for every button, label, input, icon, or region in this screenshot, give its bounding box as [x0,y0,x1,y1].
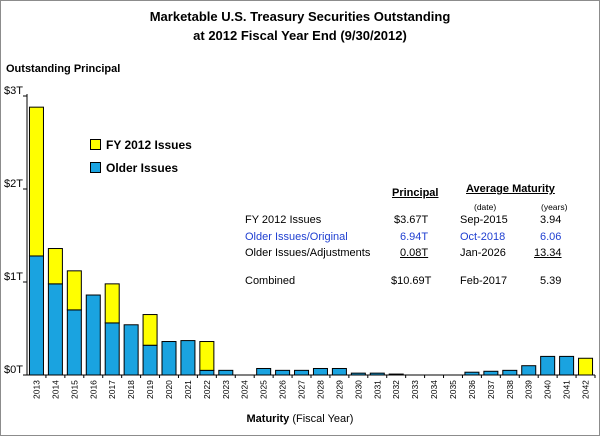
bar-older-2037 [483,370,499,376]
x-tick-label-2026: 2026 [278,380,288,399]
x-tick-label-2037: 2037 [486,380,496,399]
row-principal-older-original: 6.94T [400,231,429,243]
row-principal-combined: $10.69T [391,275,432,287]
bar-fy2012-2015 [66,270,82,311]
bar-older-2018 [123,324,139,376]
x-tick-label-2018: 2018 [126,380,136,399]
row-label-older-original: Older Issues/Original [245,231,348,243]
x-tick-label-2027: 2027 [297,380,307,399]
bar-older-2039 [521,365,537,376]
x-tick-label-2030: 2030 [353,380,363,399]
bar-older-2041 [559,355,575,376]
x-tick-label-2019: 2019 [145,380,155,399]
bar-older-2023 [218,369,234,376]
row-label-combined: Combined [245,275,296,287]
bar-older-2026 [275,369,291,376]
row-date-older-adjustments: Jan-2026 [460,247,506,259]
chart-title: Marketable U.S. Treasury Securities Outs… [149,9,451,24]
x-tick-label-2034: 2034 [429,380,439,399]
x-tick-label-2028: 2028 [315,380,325,399]
x-tick-label-2042: 2042 [581,380,591,399]
bar-older-2040 [540,355,556,376]
x-tick-label-2021: 2021 [183,380,193,399]
y-tick-label: $1T [4,271,23,283]
bar-fy2012-2013 [28,106,44,257]
x-axis-label: Maturity (Fiscal Year) [0,413,600,425]
bar-older-2025 [256,367,272,376]
bar-older-2017 [104,322,120,376]
bar-older-2022 [199,369,215,376]
x-tick-label-2024: 2024 [240,380,250,399]
row-date-older-original: Oct-2018 [460,231,506,243]
bar-older-2013 [28,255,44,376]
x-tick-label-2040: 2040 [543,380,553,399]
legend-swatch-fy2012 [90,139,101,150]
x-tick-label-2014: 2014 [50,380,60,399]
bar-fy2012-2022 [199,341,215,371]
x-tick-label-2039: 2039 [524,380,534,399]
row-label-older-adjustments: Older Issues/Adjustments [245,247,371,259]
legend-label-fy2012: FY 2012 Issues [106,138,192,152]
x-tick-label-2031: 2031 [372,380,382,399]
bar-fy2012-2019 [142,314,158,346]
row-date-fy2012: Sep-2015 [460,214,508,226]
y-axis-label: Outstanding Principal [6,63,121,75]
x-tick-label-2032: 2032 [391,380,401,399]
bar-older-2027 [294,369,310,376]
x-tick-label-2015: 2015 [69,380,79,399]
x-tick-label-2038: 2038 [505,380,515,399]
bar-older-2021 [180,340,196,376]
legend-swatch-older [90,162,101,173]
row-date-combined: Feb-2017 [460,275,508,287]
y-tick-label: $0T [4,364,23,376]
row-years-older-adjustments: 13.34 [534,247,562,259]
bar-older-2038 [502,369,518,376]
x-tick-label-2035: 2035 [448,380,458,399]
x-axis-label-rest: (Fiscal Year) [289,413,354,425]
bar-older-2032 [388,373,404,376]
row-label-fy2012: FY 2012 Issues [245,214,322,226]
x-tick-label-2041: 2041 [562,380,572,399]
table-subheader-date: (date) [474,202,497,212]
x-tick-label-2036: 2036 [467,380,477,399]
x-axis-label-bold: Maturity [246,413,290,425]
bar-older-2020 [161,341,177,376]
x-tick-label-2022: 2022 [202,380,212,399]
x-tick-label-2017: 2017 [107,380,117,399]
bar-older-2015 [66,309,82,376]
table-header-principal: Principal [392,187,439,199]
bar-older-2014 [47,283,63,376]
bar-older-2029 [331,367,347,376]
x-tick-label-2020: 2020 [164,380,174,399]
chart-subtitle: at 2012 Fiscal Year End (9/30/2012) [193,28,407,43]
x-tick-label-2033: 2033 [410,380,420,399]
row-years-combined: 5.39 [540,275,562,287]
row-principal-fy2012: $3.67T [394,214,429,226]
y-tick-label: $3T [4,85,23,97]
row-years-older-original: 6.06 [540,231,562,243]
row-years-fy2012: 3.94 [540,214,562,226]
bar-fy2012-2042 [578,357,594,376]
x-tick-label-2029: 2029 [334,380,344,399]
x-tick-label-2013: 2013 [31,380,41,399]
row-principal-older-adjustments: 0.08T [400,247,429,259]
bar-older-2030 [350,372,366,376]
bar-older-2036 [464,371,480,376]
legend-item-fy2012: FY 2012 Issues [90,138,192,152]
bar-older-2016 [85,294,101,376]
x-tick-label-2016: 2016 [88,380,98,399]
table-subheader-years: (years) [541,202,568,212]
x-tick-label-2023: 2023 [221,380,231,399]
legend-label-older: Older Issues [106,161,179,175]
bar-older-2031 [369,372,385,376]
bar-older-2019 [142,344,158,376]
bar-fy2012-2014 [47,248,63,285]
bar-fy2012-2017 [104,283,120,324]
x-tick-label-2025: 2025 [259,380,269,399]
bar-older-2028 [312,367,328,376]
y-tick-label: $2T [4,178,23,190]
table-header-average-maturity: Average Maturity [466,183,555,195]
legend-item-older: Older Issues [90,161,178,175]
